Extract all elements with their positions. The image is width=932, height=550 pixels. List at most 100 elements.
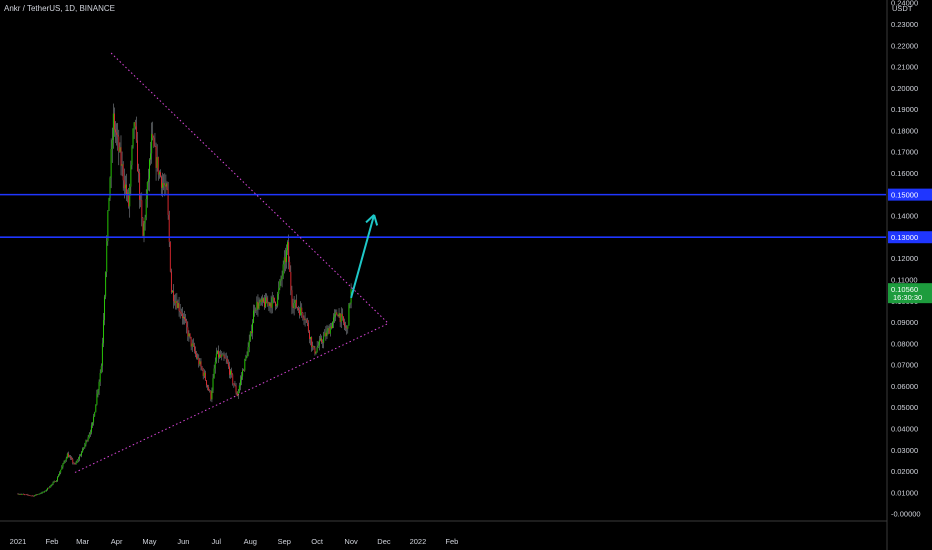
candle: [349, 302, 351, 309]
candle: [336, 309, 338, 316]
candle: [324, 329, 326, 337]
candle: [74, 462, 76, 465]
candle: [226, 355, 228, 364]
x-tick-label: Mar: [76, 537, 89, 546]
candle: [327, 325, 329, 335]
candle: [44, 490, 46, 492]
candle: [118, 129, 120, 166]
candle: [180, 308, 182, 317]
candle: [110, 138, 112, 189]
candle: [342, 316, 344, 326]
candle: [202, 367, 204, 380]
y-tick-label: 0.04000: [891, 425, 918, 434]
candle: [52, 481, 54, 486]
candle: [134, 119, 136, 130]
candle: [234, 380, 236, 387]
candle: [112, 103, 114, 149]
candle: [155, 142, 157, 181]
candle: [207, 384, 209, 391]
candle: [173, 284, 175, 309]
x-tick-label: Sep: [278, 537, 291, 546]
level-price-tag: 0.15000: [888, 188, 932, 201]
y-tick-label: 0.03000: [891, 446, 918, 455]
candle: [63, 460, 65, 465]
candle: [247, 342, 249, 357]
candle: [211, 387, 213, 403]
candle: [279, 278, 281, 291]
candle: [227, 359, 229, 369]
candle: [231, 367, 233, 378]
candle: [156, 144, 158, 172]
candle: [264, 294, 265, 310]
candle: [181, 307, 183, 325]
candle: [29, 495, 31, 497]
candle: [241, 372, 242, 386]
candle: [17, 493, 19, 495]
candle: [143, 220, 145, 243]
candle: [272, 295, 274, 304]
candle: [266, 293, 268, 304]
candle: [250, 324, 252, 337]
candle: [220, 349, 222, 358]
bar-countdown-label: 16:30:30: [893, 293, 922, 302]
candle: [300, 301, 302, 316]
y-tick-label: 0.21000: [891, 63, 918, 72]
candle: [35, 494, 36, 496]
candle: [111, 127, 113, 163]
candle: [287, 240, 288, 256]
candle: [84, 442, 86, 449]
candle: [132, 128, 134, 149]
candle: [101, 337, 103, 373]
candle: [127, 189, 129, 203]
candle: [162, 172, 164, 198]
lower-trendline[interactable]: [74, 322, 389, 473]
candle: [285, 244, 287, 269]
upper-trendline[interactable]: [110, 52, 389, 324]
candle: [58, 474, 59, 478]
candle: [157, 156, 159, 181]
candle: [163, 174, 165, 191]
candle: [269, 302, 271, 313]
candle: [104, 294, 106, 326]
candle: [170, 268, 172, 294]
candle: [136, 131, 138, 172]
candle: [280, 275, 282, 286]
candle: [168, 210, 170, 248]
candle: [267, 295, 269, 307]
y-tick-label: 0.20000: [891, 84, 918, 93]
candle: [158, 170, 160, 179]
candle: [302, 311, 304, 321]
candle: [298, 305, 299, 314]
candle: [335, 309, 337, 322]
candle: [47, 487, 49, 491]
candle: [189, 333, 191, 339]
x-tick-label: Dec: [377, 537, 391, 546]
candle: [200, 358, 202, 371]
candle: [93, 413, 95, 426]
candle: [271, 291, 273, 314]
candle: [295, 294, 297, 309]
candle: [86, 439, 88, 443]
candle: [39, 493, 41, 495]
x-tick-label: Oct: [311, 537, 324, 546]
candle: [50, 484, 52, 488]
candle: [30, 495, 32, 497]
candle: [82, 447, 84, 453]
candle: [314, 345, 316, 356]
candle: [214, 357, 216, 374]
candle: [161, 175, 162, 196]
candle: [80, 453, 81, 457]
candle: [113, 107, 115, 137]
candle: [282, 260, 284, 280]
candle: [56, 476, 58, 482]
candle: [296, 306, 298, 311]
svg-text:0.13000: 0.13000: [891, 233, 918, 242]
candle: [321, 335, 322, 344]
candle: [121, 151, 123, 177]
candle: [341, 308, 343, 321]
candle: [345, 321, 347, 332]
arrow-drawing[interactable]: [350, 214, 379, 299]
candle: [95, 404, 97, 413]
candle: [294, 299, 296, 310]
